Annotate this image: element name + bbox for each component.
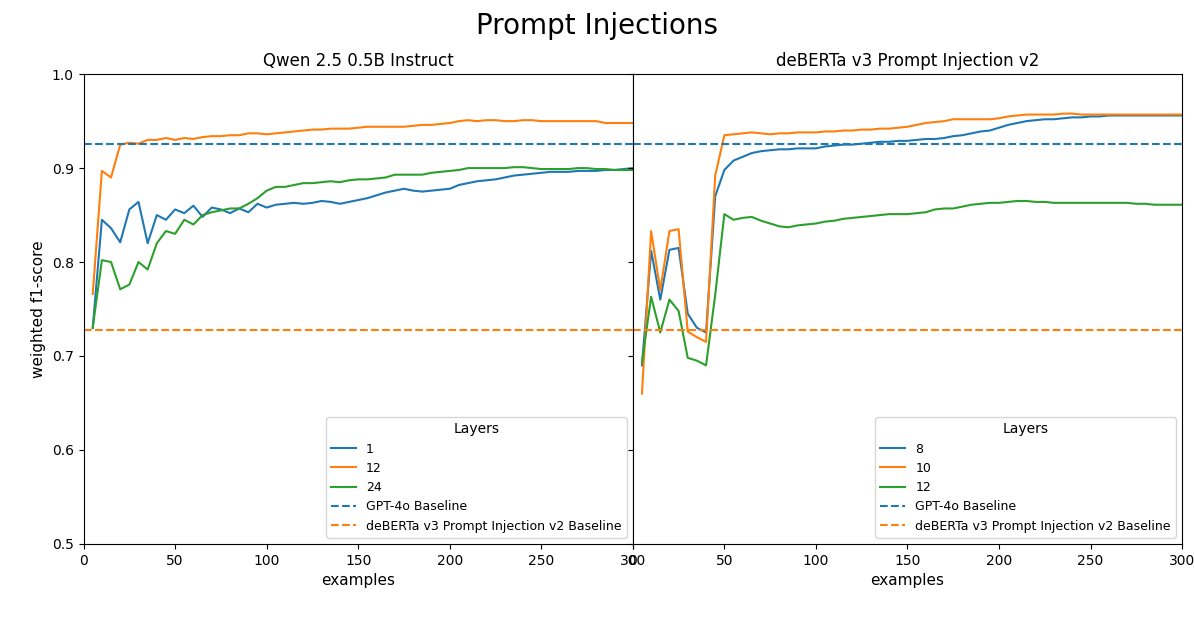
Title: deBERTa v3 Prompt Injection v2: deBERTa v3 Prompt Injection v2 <box>776 52 1039 70</box>
X-axis label: examples: examples <box>870 573 944 588</box>
Legend: 8, 10, 12, GPT-4o Baseline, deBERTa v3 Prompt Injection v2 Baseline: 8, 10, 12, GPT-4o Baseline, deBERTa v3 P… <box>875 417 1176 538</box>
Title: Qwen 2.5 0.5B Instruct: Qwen 2.5 0.5B Instruct <box>263 52 454 70</box>
X-axis label: examples: examples <box>321 573 395 588</box>
Text: Prompt Injections: Prompt Injections <box>476 12 718 40</box>
Legend: 1, 12, 24, GPT-4o Baseline, deBERTa v3 Prompt Injection v2 Baseline: 1, 12, 24, GPT-4o Baseline, deBERTa v3 P… <box>326 417 627 538</box>
Y-axis label: weighted f1-score: weighted f1-score <box>31 240 47 378</box>
